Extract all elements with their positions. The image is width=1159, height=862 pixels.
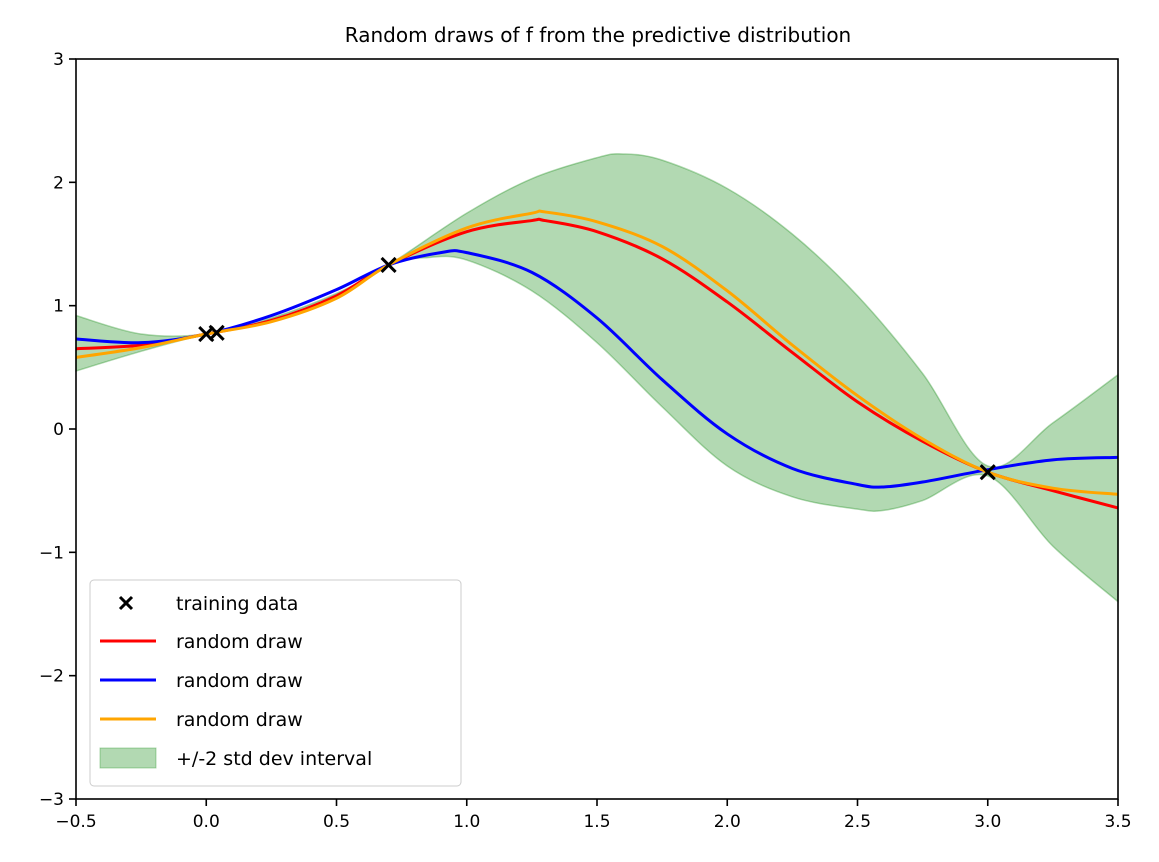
training-point xyxy=(380,256,397,274)
y-tick-label: −2 xyxy=(39,667,64,687)
x-tick-label: 3.0 xyxy=(974,812,1001,832)
y-tick-label: 2 xyxy=(53,173,64,193)
legend-marker-training xyxy=(118,595,134,611)
chart-title: Random draws of f from the predictive di… xyxy=(345,23,851,47)
y-tick-label: 0 xyxy=(53,420,64,440)
random-draw-line-3 xyxy=(75,209,1119,496)
legend-label: +/-2 std dev interval xyxy=(176,748,372,770)
training-point xyxy=(979,464,996,481)
y-tick-label: −3 xyxy=(39,790,64,810)
legend: training data random draw random draw rando… xyxy=(89,579,462,787)
std-dev-band xyxy=(75,153,1119,604)
x-tick-label: 0.0 xyxy=(193,812,220,832)
plot-area xyxy=(75,153,1119,604)
x-tick-label: 2.5 xyxy=(844,812,871,832)
training-point xyxy=(208,324,225,341)
x-tick-label: 1.5 xyxy=(583,812,610,832)
x-tick-label: 0.5 xyxy=(323,812,350,832)
x-tick-label: 3.5 xyxy=(1104,812,1131,832)
legend-patch-band xyxy=(99,747,157,769)
random-draw-line-2 xyxy=(75,249,1119,489)
y-tick-label: −1 xyxy=(39,543,64,563)
legend-label: training data xyxy=(176,593,298,615)
y-tick-label: 1 xyxy=(53,297,64,317)
x-tick-label: −0.5 xyxy=(55,812,96,832)
x-tick-label: 1.0 xyxy=(453,812,480,832)
legend-label: random draw xyxy=(176,670,303,692)
axis-ticks: −0.5 0.0 0.5 1.0 1.5 2.0 2.5 3.0 3.5 −3 −2 −1 0 1 2 3 xyxy=(39,50,1132,832)
legend-label: random draw xyxy=(176,631,303,653)
x-tick-label: 2.0 xyxy=(714,812,741,832)
legend-box xyxy=(89,579,462,787)
y-tick-label: 3 xyxy=(53,50,64,70)
legend-label: random draw xyxy=(176,709,303,731)
